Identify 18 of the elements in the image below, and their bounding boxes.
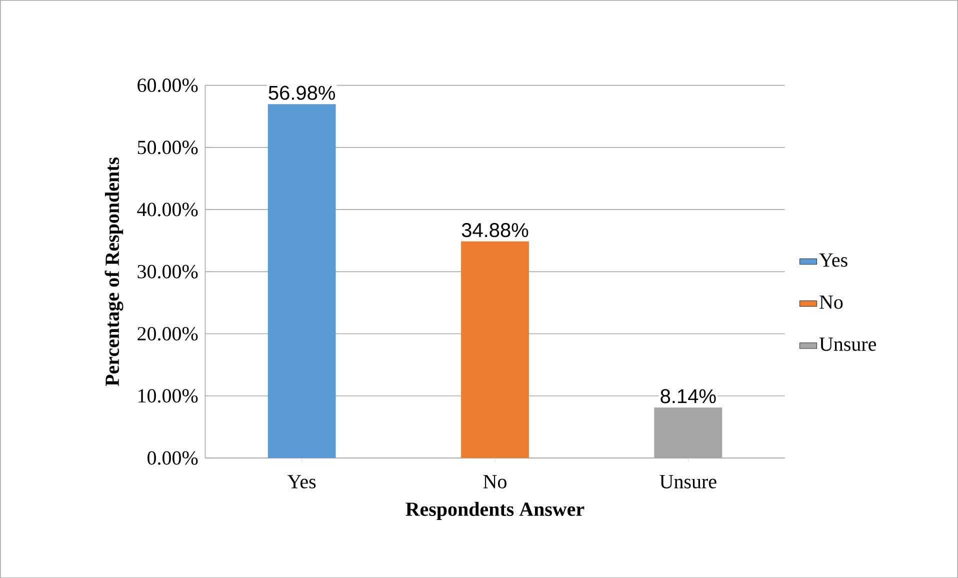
legend-label: No [820, 295, 843, 309]
x-axis-title: Respondents Answer [406, 502, 584, 520]
y-tick-label: 0.00% [148, 451, 198, 465]
legend-label: Yes [819, 253, 848, 267]
y-tick-label: 30.00% [138, 264, 198, 278]
y-tick-label: 20.00% [138, 326, 198, 340]
y-tick-label: 50.00% [138, 140, 198, 154]
data-label: 56.98% [268, 86, 335, 100]
data-label: 8.14% [660, 388, 716, 404]
y-tick-label: 60.00% [138, 78, 198, 92]
y-tick-label: 40.00% [137, 202, 198, 216]
y-tick-label: 10.00% [138, 388, 198, 403]
y-axis-title: Percentage of Respondents [104, 157, 124, 386]
legend-label: Unsure [819, 337, 876, 351]
x-tick-label: Unsure [660, 474, 716, 488]
x-tick-label: Yes [288, 474, 316, 488]
x-tick-label: No [483, 474, 506, 488]
data-label: 34.88% [462, 222, 528, 237]
